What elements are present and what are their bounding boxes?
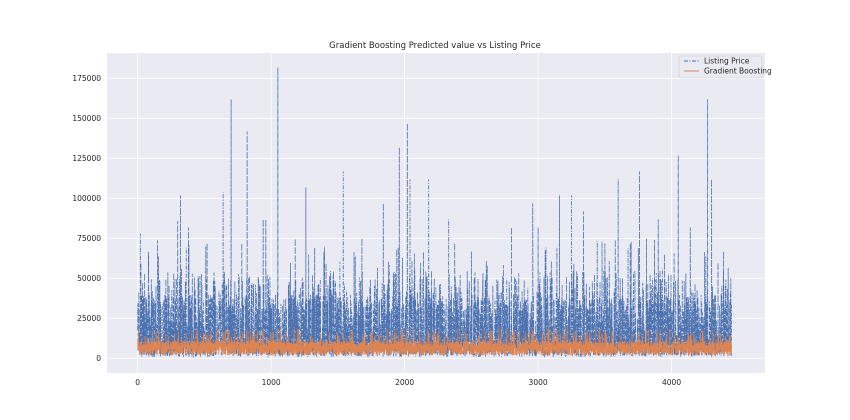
series-line-gradient-boosting (137, 328, 732, 357)
legend-box (678, 55, 763, 79)
x-axis: 0 1000 2000 3000 4000 (135, 378, 681, 387)
y-tick-label: 175000 (72, 74, 101, 83)
y-axis: 0 25000 50000 75000 100000 125000 150000 175000 (72, 74, 101, 363)
y-tick-label: 0 (96, 354, 101, 363)
y-tick-label: 100000 (72, 194, 101, 203)
legend-label-gradient-boosting: Gradient Boosting (704, 67, 772, 76)
y-tick-label: 50000 (77, 274, 101, 283)
x-tick-label: 4000 (662, 378, 681, 387)
chart-title: Gradient Boosting Predicted value vs Lis… (329, 41, 541, 51)
legend: Listing Price Gradient Boosting (678, 55, 772, 79)
x-tick-label: 1000 (262, 378, 281, 387)
x-tick-label: 2000 (395, 378, 414, 387)
y-tick-label: 150000 (72, 114, 101, 123)
legend-label-listing-price: Listing Price (704, 57, 750, 66)
x-tick-label: 0 (135, 378, 140, 387)
y-tick-label: 125000 (72, 154, 101, 163)
y-tick-label: 25000 (77, 314, 101, 323)
y-tick-label: 75000 (77, 234, 101, 243)
x-tick-label: 3000 (529, 378, 548, 387)
